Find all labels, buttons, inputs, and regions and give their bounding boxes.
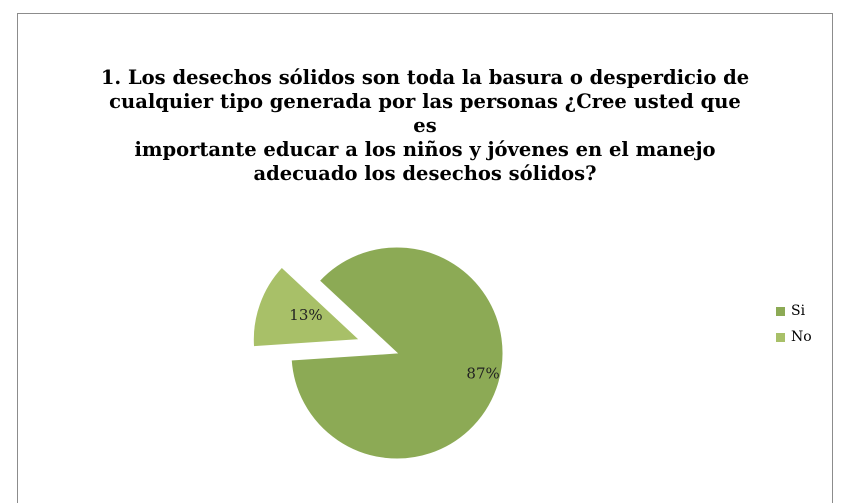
legend-item-no: No xyxy=(776,326,812,348)
data-label-si: 87% xyxy=(466,364,499,382)
legend: Si No xyxy=(776,300,812,352)
legend-item-si: Si xyxy=(776,300,812,322)
chart-title-line-1: 1. Los desechos sólidos son toda la basu… xyxy=(100,66,750,89)
pie-slices: 87% 13% xyxy=(252,246,504,460)
legend-label-no: No xyxy=(791,329,812,345)
chart-title-line-4: adecuado los desechos sólidos? xyxy=(253,162,597,185)
legend-swatch-no xyxy=(776,332,785,342)
chart-title-line-3: importante educar a los niños y jóvenes … xyxy=(134,138,716,161)
legend-label-si: Si xyxy=(791,303,806,319)
legend-swatch-si xyxy=(776,306,785,316)
chart-title-line-2: cualquier tipo generada por las personas… xyxy=(109,90,741,137)
pie-slice-si xyxy=(290,246,504,460)
chart-title: 1. Los desechos sólidos son toda la basu… xyxy=(100,66,750,186)
pie-slice-no xyxy=(252,266,361,348)
data-label-no: 13% xyxy=(289,306,322,324)
